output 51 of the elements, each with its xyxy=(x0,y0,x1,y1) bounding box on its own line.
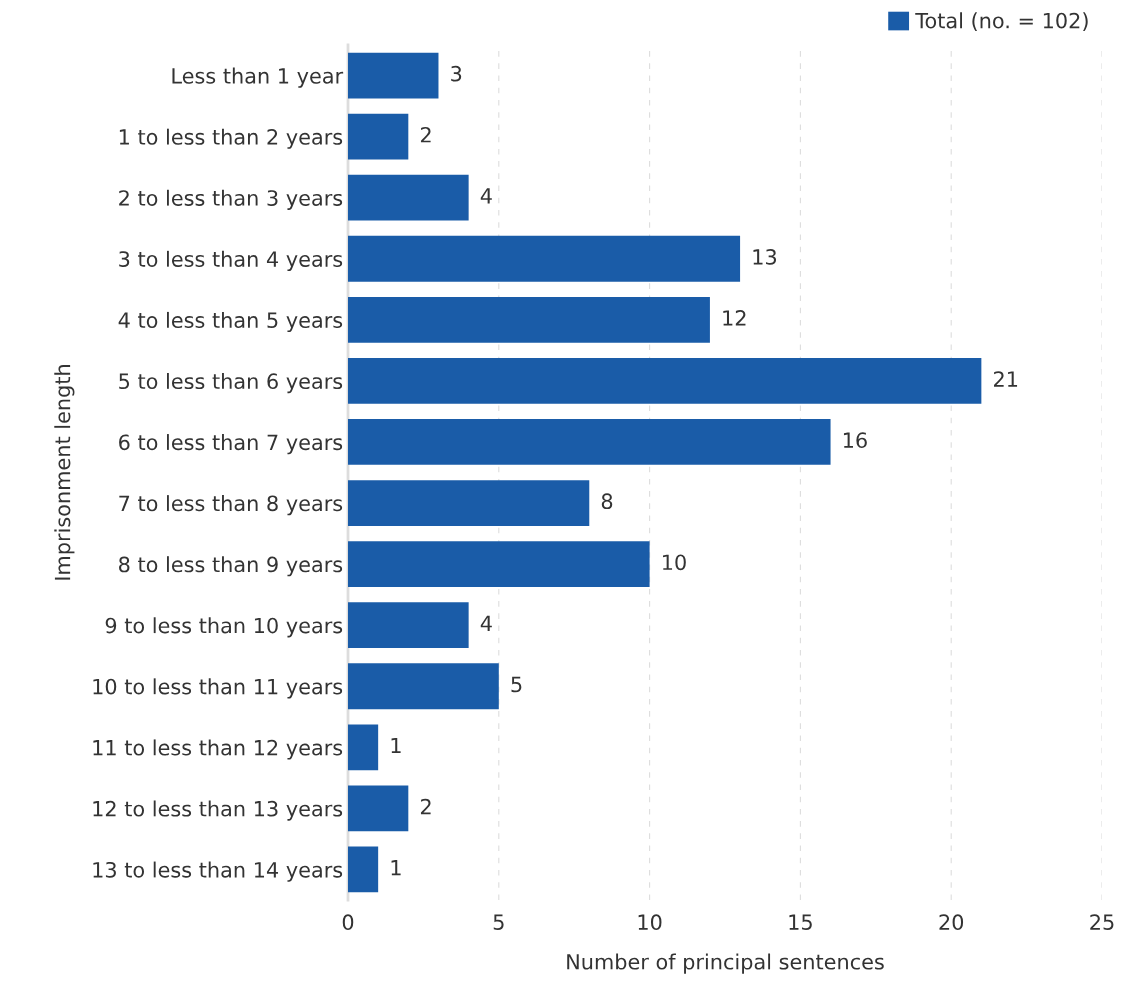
bar xyxy=(348,419,831,465)
bar xyxy=(348,602,469,649)
x-tick-label: 20 xyxy=(939,914,964,931)
y-tick-label: 2 to less than 3 years xyxy=(119,189,343,210)
data-label: 4 xyxy=(480,615,492,631)
y-tick-label: 4 to less than 5 years xyxy=(118,311,343,333)
data-label: 8 xyxy=(601,493,613,510)
bar xyxy=(348,541,650,588)
bar xyxy=(348,296,710,343)
data-label: 5 xyxy=(511,676,522,693)
data-label: 2 xyxy=(420,126,431,143)
bar xyxy=(348,846,379,893)
y-tick-label: 12 to less than 13 years xyxy=(93,800,343,821)
x-axis-title: Number of principal sentences xyxy=(567,953,884,974)
y-tick-label: 9 to less than 10 years xyxy=(105,617,343,638)
x-tick-label: 10 xyxy=(638,914,662,931)
y-tick-label: 5 to less than 6 years xyxy=(119,372,343,394)
bar xyxy=(348,52,439,99)
bar xyxy=(348,174,469,221)
y-tick-label: 10 to less than 11 years xyxy=(93,678,343,699)
y-tick-label: 3 to less than 4 years xyxy=(119,250,343,271)
bar xyxy=(348,480,590,526)
bar xyxy=(348,785,409,832)
x-tick-label: 0 xyxy=(342,914,354,931)
y-tick-label: 7 to less than 8 years xyxy=(119,495,343,516)
y-axis-title: Imprisonment length xyxy=(54,365,75,580)
data-label: 4 xyxy=(480,188,492,204)
bar xyxy=(348,724,379,771)
bar xyxy=(348,357,982,404)
y-tick-label: 8 to less than 9 years xyxy=(119,556,343,577)
data-label: 13 xyxy=(753,249,777,265)
data-label: 12 xyxy=(723,310,746,326)
bar xyxy=(348,113,409,160)
bar xyxy=(348,663,499,710)
x-tick-label: 15 xyxy=(789,914,812,931)
y-tick-label: Less than 1 year xyxy=(172,67,344,88)
x-tick-label: 25 xyxy=(1090,914,1114,931)
legend-label: Total (no. = 102) xyxy=(915,12,1088,31)
bar xyxy=(348,235,741,282)
data-label: 1 xyxy=(391,737,401,754)
x-tick-label: 5 xyxy=(493,914,504,931)
data-label: 2 xyxy=(420,798,431,815)
y-tick-label: 6 to less than 7 years xyxy=(119,434,343,455)
data-label: 16 xyxy=(843,432,867,449)
y-tick-label: 13 to less than 14 years xyxy=(93,861,343,882)
y-tick-label: 11 to less than 12 years xyxy=(93,739,343,760)
data-label: 3 xyxy=(451,65,462,82)
data-label: 1 xyxy=(391,860,401,876)
data-label: 10 xyxy=(663,554,686,571)
y-tick-label: 1 to less than 2 years xyxy=(119,128,343,149)
data-label: 21 xyxy=(994,371,1018,387)
